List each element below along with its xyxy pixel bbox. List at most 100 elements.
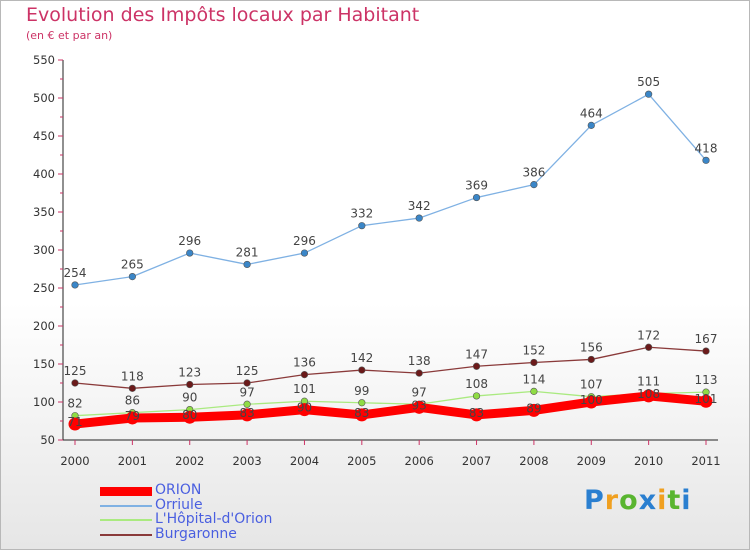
legend-label: ORION: [155, 482, 202, 498]
data-point: [358, 399, 366, 407]
data-label: 342: [408, 199, 431, 213]
logo-letter: r: [604, 485, 620, 516]
data-point: [530, 358, 538, 367]
data-label: 172: [637, 328, 660, 342]
data-point: [300, 249, 309, 257]
data-label: 123: [178, 366, 201, 380]
x-tick-label: 2001: [118, 454, 147, 468]
data-point: [243, 379, 251, 387]
data-label: 147: [465, 347, 488, 361]
legend-swatch: [100, 486, 152, 496]
x-tick-label: 2002: [175, 454, 204, 468]
data-label: 142: [350, 351, 373, 365]
data-label: 386: [522, 166, 545, 180]
data-point: [128, 273, 136, 281]
data-point: [645, 343, 653, 351]
data-point: [702, 347, 710, 355]
data-label: 125: [64, 364, 87, 378]
data-label: 86: [125, 394, 140, 408]
data-label: 136: [293, 356, 316, 370]
data-label: 83: [239, 406, 254, 420]
y-tick-label: 450: [33, 129, 55, 143]
data-label: 167: [695, 332, 718, 346]
data-label: 82: [67, 397, 82, 411]
data-label: 152: [522, 343, 545, 357]
data-label: 369: [465, 179, 488, 193]
data-label: 125: [236, 364, 259, 378]
data-label: 332: [350, 207, 373, 221]
proxiti-logo: Proxiti: [584, 485, 692, 516]
data-point: [472, 193, 481, 202]
data-point: [183, 410, 197, 424]
data-label: 107: [580, 378, 603, 392]
data-point: [128, 384, 136, 392]
data-point: [243, 260, 251, 269]
legend-label: L'Hôpital-d'Orion: [155, 511, 273, 527]
x-tick-label: 2011: [691, 454, 720, 468]
data-point: [71, 379, 79, 387]
data-label: 254: [64, 266, 87, 280]
data-label: 418: [695, 141, 718, 155]
data-label: 83: [354, 406, 369, 420]
data-point: [358, 366, 366, 374]
data-point: [470, 408, 484, 422]
data-point: [587, 355, 595, 364]
chart-title: Evolution des Impôts locaux par Habitant: [26, 4, 420, 26]
data-label: 156: [580, 340, 603, 354]
data-point: [297, 403, 311, 417]
legend-swatch: [100, 533, 152, 536]
legend-label: Burgaronne: [155, 525, 237, 542]
series-line-0: [70, 391, 711, 429]
data-label: 138: [408, 354, 431, 368]
data-label: 90: [297, 401, 312, 415]
data-point: [645, 90, 653, 98]
data-label: 79: [125, 409, 140, 423]
x-tick-label: 2005: [347, 454, 376, 468]
y-tick-label: 300: [33, 243, 55, 257]
y-tick-label: 400: [33, 167, 55, 181]
y-tick-label: 250: [33, 281, 55, 295]
x-tick-label: 2007: [462, 454, 491, 468]
data-label: 99: [354, 384, 369, 398]
data-point: [415, 369, 423, 377]
data-point: [358, 222, 366, 230]
y-tick-label: 350: [33, 205, 55, 219]
data-label: 111: [637, 375, 660, 389]
data-point: [186, 380, 194, 389]
data-label: 80: [182, 408, 197, 422]
data-point: [530, 181, 538, 189]
data-label: 90: [182, 391, 197, 405]
y-tick-label: 150: [33, 357, 55, 371]
data-point: [642, 389, 656, 403]
data-label: 464: [580, 106, 603, 120]
series-line-2: [74, 390, 707, 417]
data-point: [125, 411, 139, 425]
data-point: [412, 400, 426, 414]
x-tick-label: 2010: [634, 454, 663, 468]
data-label: 101: [293, 382, 316, 396]
legend-label: Orriule: [155, 496, 203, 513]
data-point: [587, 121, 595, 129]
data-label: 89: [526, 401, 541, 415]
data-point: [71, 281, 79, 289]
data-point: [472, 392, 481, 400]
data-point: [584, 395, 598, 409]
logo-letter: o: [619, 485, 639, 516]
data-label: 100: [580, 393, 603, 407]
logo-letter: i: [681, 485, 692, 516]
chart-subtitle: (en € et par an): [26, 29, 113, 42]
logo-letter: P: [584, 485, 605, 516]
data-label: 505: [637, 75, 660, 89]
y-tick-label: 500: [33, 91, 55, 105]
data-label: 97: [239, 385, 254, 399]
data-point: [702, 156, 710, 164]
data-label: 108: [637, 387, 660, 401]
data-label: 296: [178, 234, 201, 248]
x-tick-label: 2000: [60, 454, 89, 468]
legend-swatch: [100, 519, 152, 521]
data-label: 83: [469, 406, 484, 420]
data-label: 118: [121, 369, 144, 383]
x-tick-label: 2003: [232, 454, 261, 468]
logo-letter: i: [657, 485, 668, 516]
data-point: [699, 394, 713, 408]
